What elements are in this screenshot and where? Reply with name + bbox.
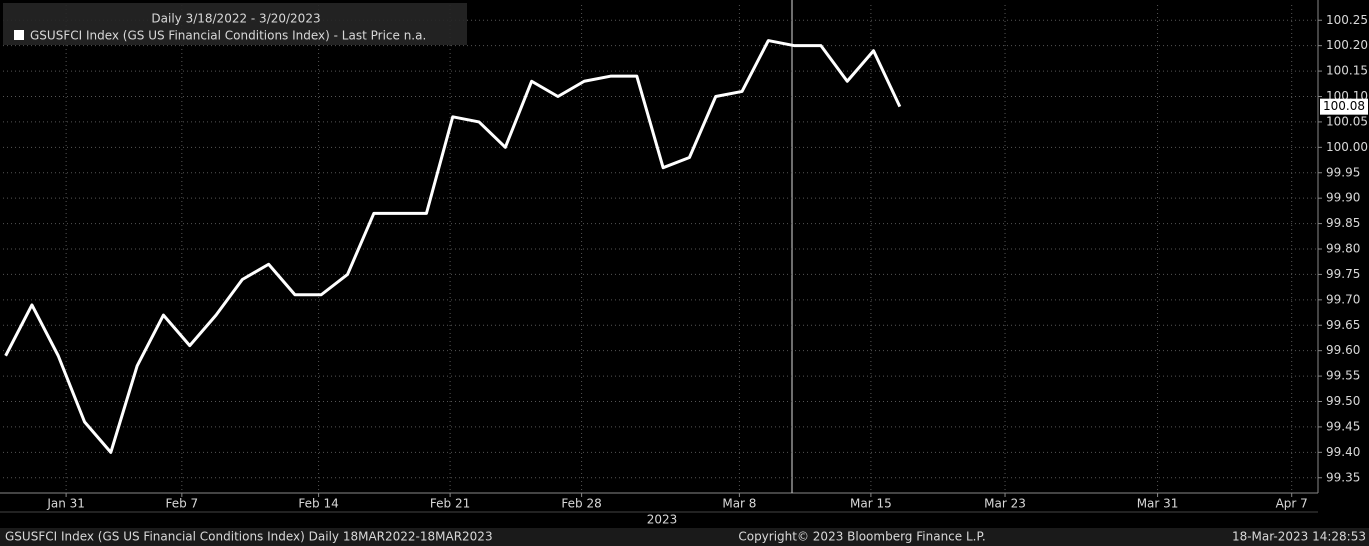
y-tick-label: 99.90: [1326, 191, 1360, 205]
y-tick-label: 99.70: [1326, 292, 1360, 306]
x-tick-label: Jan 31: [46, 497, 85, 511]
x-tick-label: Mar 31: [1137, 497, 1179, 511]
y-tick-label: 99.65: [1326, 318, 1360, 332]
footer-right: 18-Mar-2023 14:28:53: [1232, 530, 1366, 544]
y-tick-label: 100.25: [1326, 13, 1368, 27]
y-tick-label: 100.05: [1326, 114, 1368, 128]
x-axis-label: 2023: [647, 513, 678, 527]
line-series: [4, 39, 902, 454]
y-tick-label: 99.55: [1326, 369, 1360, 383]
x-tick-label: Mar 15: [850, 497, 892, 511]
y-tick-label: 99.45: [1326, 419, 1360, 433]
legend-swatch: [14, 30, 24, 40]
footer-center: Copyright© 2023 Bloomberg Finance L.P.: [738, 530, 985, 544]
y-tick-label: 100.20: [1326, 38, 1368, 52]
x-tick-label: Feb 21: [430, 497, 470, 511]
y-tick-label: 99.80: [1326, 242, 1360, 256]
y-tick-label: 99.85: [1326, 216, 1360, 230]
x-tick-label: Mar 8: [722, 497, 756, 511]
last-value-label: 100.08: [1323, 99, 1365, 113]
y-tick-label: 100.00: [1326, 140, 1368, 154]
x-tick-label: Feb 28: [561, 497, 601, 511]
y-tick-label: 99.60: [1326, 343, 1360, 357]
legend-title: Daily 3/18/2022 - 3/20/2023: [151, 12, 320, 26]
last-value-box: [1320, 98, 1368, 115]
footer-left: GSUSFCI Index (GS US Financial Condition…: [5, 530, 493, 544]
legend-box: [3, 3, 467, 45]
footer-band: [0, 528, 1369, 546]
plot-area: 99.35 99.40 99.45 99.50 99.55 99.60 99.65 99.70…: [3, 5, 1368, 511]
y-tick-label: 99.50: [1326, 394, 1360, 408]
y-tick-label: 99.75: [1326, 267, 1360, 281]
x-tick-label: Apr 7: [1276, 497, 1308, 511]
x-tick-label: Feb 14: [298, 497, 338, 511]
x-tick-label: Mar 23: [984, 497, 1026, 511]
x-tick-label: Feb 7: [165, 497, 198, 511]
y-tick-label: 99.40: [1326, 445, 1360, 459]
y-tick-label: 100.15: [1326, 64, 1368, 78]
y-tick-label: 99.95: [1326, 165, 1360, 179]
legend-entry: GSUSFCI Index (GS US Financial Condition…: [30, 29, 426, 43]
y-tick-label: 99.35: [1326, 470, 1360, 484]
